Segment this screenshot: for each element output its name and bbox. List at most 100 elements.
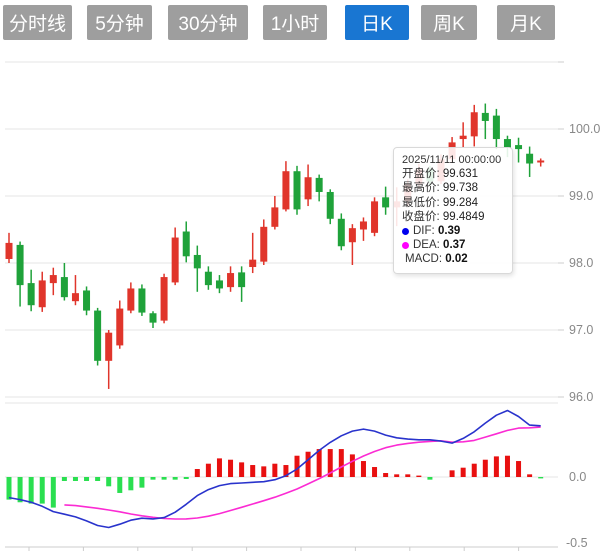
tab-timeline[interactable]: 分时线: [3, 5, 72, 40]
candle[interactable]: [83, 286, 91, 316]
tab-weekly-k[interactable]: 周K: [421, 5, 477, 40]
candle[interactable]: [359, 217, 367, 241]
macd-bar[interactable]: [28, 477, 34, 504]
candle[interactable]: [149, 311, 157, 328]
macd-bar[interactable]: [394, 474, 400, 477]
candle[interactable]: [116, 300, 124, 349]
candle[interactable]: [160, 273, 168, 324]
macd-bar[interactable]: [527, 474, 533, 477]
candle[interactable]: [105, 330, 113, 389]
candle[interactable]: [492, 108, 500, 150]
macd-bar[interactable]: [294, 455, 300, 477]
candle[interactable]: [215, 275, 223, 294]
candle[interactable]: [182, 221, 190, 263]
candle[interactable]: [38, 271, 46, 312]
candle[interactable]: [315, 174, 323, 202]
candle[interactable]: [227, 266, 235, 292]
macd-bar[interactable]: [338, 449, 344, 477]
macd-bar[interactable]: [504, 455, 510, 477]
candle[interactable]: [60, 263, 68, 301]
candle[interactable]: [16, 241, 24, 307]
macd-bar[interactable]: [239, 462, 245, 477]
price-tick-label: 96.0: [569, 390, 593, 404]
candle[interactable]: [293, 165, 301, 215]
candle[interactable]: [49, 267, 57, 296]
candle[interactable]: [94, 307, 102, 366]
tab-daily-k[interactable]: 日K: [345, 5, 409, 40]
macd-bar[interactable]: [383, 473, 389, 477]
macd-bar[interactable]: [106, 477, 112, 487]
macd-bar[interactable]: [128, 477, 134, 491]
candle[interactable]: [249, 232, 257, 274]
candle[interactable]: [5, 232, 13, 263]
macd-bar[interactable]: [39, 477, 45, 504]
macd-bar[interactable]: [471, 463, 477, 477]
macd-bar[interactable]: [205, 463, 211, 477]
tab-30min[interactable]: 30分钟: [168, 5, 248, 40]
macd-bar[interactable]: [482, 459, 488, 477]
candle[interactable]: [382, 186, 390, 215]
macd-bar[interactable]: [95, 477, 101, 481]
macd-bar[interactable]: [372, 467, 378, 477]
tab-monthly-k[interactable]: 月K: [497, 5, 555, 40]
macd-bar[interactable]: [72, 477, 78, 481]
candle[interactable]: [371, 197, 379, 237]
macd-bar[interactable]: [183, 477, 189, 479]
macd-bar[interactable]: [427, 477, 433, 480]
macd-bar[interactable]: [61, 477, 67, 481]
macd-bar[interactable]: [194, 469, 200, 477]
candle[interactable]: [204, 266, 212, 290]
macd-bar[interactable]: [84, 477, 90, 481]
macd-bar[interactable]: [493, 456, 499, 477]
candle[interactable]: [27, 269, 35, 312]
macd-bar[interactable]: [228, 459, 234, 477]
candle[interactable]: [138, 284, 146, 316]
macd-bar[interactable]: [272, 463, 278, 477]
candle[interactable]: [127, 282, 135, 314]
candle[interactable]: [537, 158, 545, 167]
tab-5min[interactable]: 5分钟: [87, 5, 152, 40]
candle[interactable]: [171, 227, 179, 286]
candle[interactable]: [348, 224, 356, 266]
candle[interactable]: [337, 213, 345, 251]
macd-bar[interactable]: [449, 470, 455, 477]
macd-bar[interactable]: [139, 477, 145, 488]
macd-bar[interactable]: [6, 477, 12, 500]
candle[interactable]: [238, 266, 246, 302]
macd-bar[interactable]: [216, 458, 222, 477]
macd-bar[interactable]: [360, 461, 366, 477]
macd-bar[interactable]: [405, 474, 411, 477]
candle[interactable]: [515, 137, 523, 163]
macd-bar[interactable]: [161, 477, 167, 480]
candle-body: [249, 259, 257, 268]
candle[interactable]: [470, 104, 478, 147]
macd-bar[interactable]: [261, 466, 267, 477]
candle[interactable]: [193, 245, 201, 292]
macd-bar[interactable]: [349, 454, 355, 477]
candle[interactable]: [271, 196, 279, 230]
tab-1hour[interactable]: 1小时: [263, 5, 327, 40]
macd-bar[interactable]: [516, 461, 522, 477]
candle[interactable]: [481, 103, 489, 140]
candle[interactable]: [459, 122, 467, 148]
candle[interactable]: [71, 275, 79, 306]
macd-bar[interactable]: [50, 477, 56, 508]
macd-bar[interactable]: [305, 451, 311, 477]
macd-bar[interactable]: [316, 449, 322, 477]
candle[interactable]: [526, 146, 534, 177]
candle[interactable]: [282, 161, 290, 212]
macd-bar[interactable]: [172, 477, 178, 480]
candle[interactable]: [260, 219, 268, 266]
macd-bar[interactable]: [150, 477, 156, 480]
candle[interactable]: [304, 164, 312, 207]
macd-bar[interactable]: [283, 465, 289, 477]
macd-bar[interactable]: [416, 475, 422, 477]
candle[interactable]: [326, 189, 334, 225]
macd-bar[interactable]: [250, 465, 256, 477]
macd-bar[interactable]: [460, 467, 466, 477]
macd-bar[interactable]: [538, 477, 544, 479]
macd-bar[interactable]: [327, 449, 333, 477]
macd-bar[interactable]: [17, 477, 23, 503]
macd-bar[interactable]: [117, 477, 123, 493]
